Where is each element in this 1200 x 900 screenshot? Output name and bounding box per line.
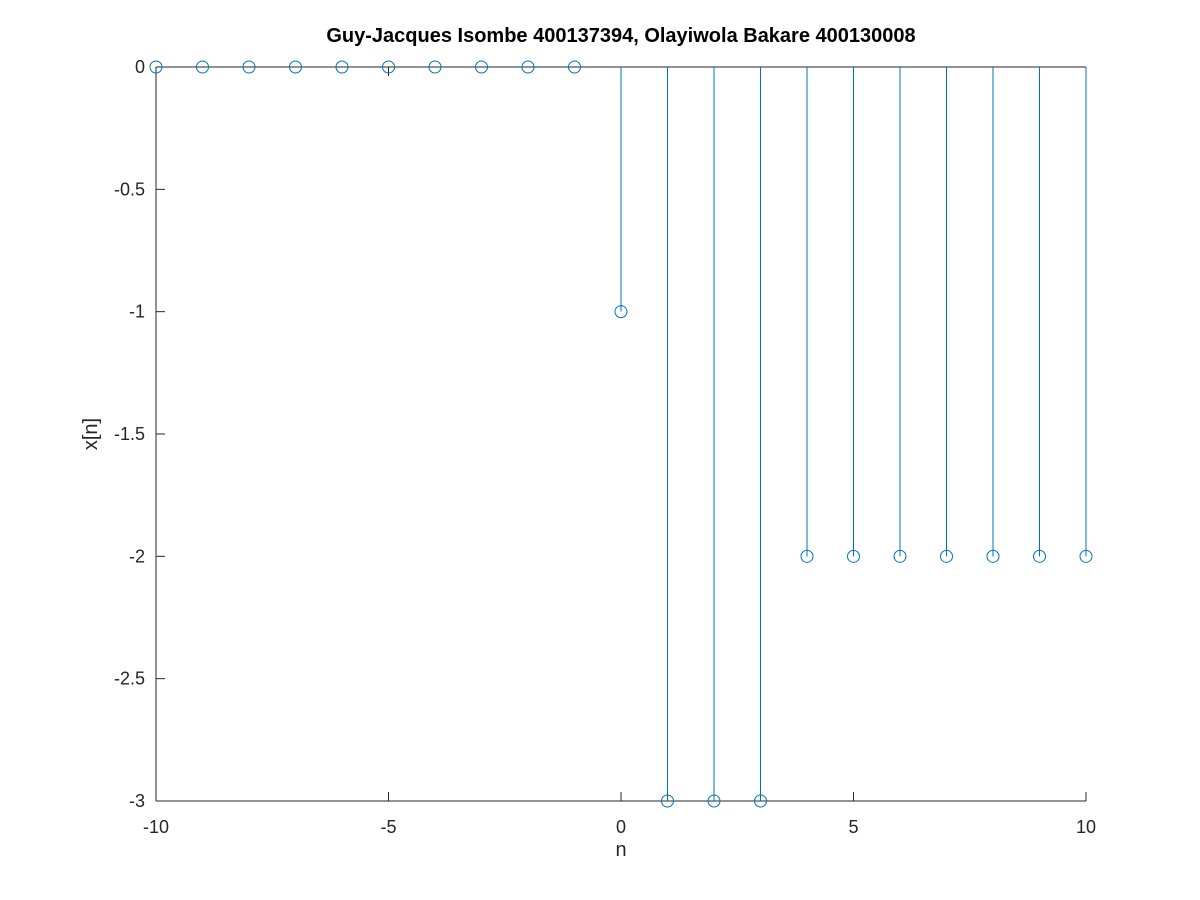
stem-marker	[335, 60, 349, 74]
stem-marker	[242, 60, 256, 74]
stem-marker	[475, 60, 488, 74]
x-tick-label: -10	[143, 817, 169, 837]
stem-marker	[893, 549, 907, 563]
stems	[149, 60, 1093, 808]
y-tick-label: -1	[129, 302, 145, 322]
y-tick-label: 0	[135, 57, 145, 77]
stem-marker	[614, 305, 628, 319]
x-tick-label: 5	[848, 817, 858, 837]
stem-marker	[428, 60, 442, 74]
stem-marker	[940, 549, 953, 563]
stem-marker	[754, 794, 767, 808]
x-ticks: -10 -5 0 5 10	[143, 67, 1096, 837]
y-tick-label: -3	[129, 791, 145, 811]
stem-marker	[800, 549, 814, 563]
y-tick-label: -1.5	[114, 424, 145, 444]
y-tick-label: -2.5	[114, 669, 145, 689]
stem-marker	[1079, 549, 1093, 563]
stem-marker	[847, 549, 860, 563]
stem-marker	[661, 794, 674, 808]
y-tick-label: -0.5	[114, 179, 145, 199]
stem-marker	[382, 60, 395, 74]
stem-marker	[1033, 549, 1046, 563]
stem-marker	[521, 60, 535, 74]
x-tick-label: 0	[616, 817, 626, 837]
x-axis-label: n	[615, 839, 626, 861]
stem-marker	[149, 60, 163, 74]
x-tick-label: 10	[1076, 817, 1096, 837]
stem-marker	[289, 60, 302, 74]
y-axis-label: x[n]	[80, 418, 102, 450]
stem-marker	[196, 60, 209, 74]
stem-marker	[568, 60, 581, 74]
y-tick-label: -2	[129, 546, 145, 566]
stem-marker	[986, 549, 1000, 563]
y-ticks: 0 -0.5 -1 -1.5 -2 -2.5 -3	[114, 57, 165, 811]
x-tick-label: -5	[380, 817, 396, 837]
plot-area: -10 -5 0 5 10 0 -0.5 -1 -1.5 -2 -2.5 -3	[114, 57, 1096, 837]
stem-marker	[707, 794, 721, 808]
chart-title: Guy-Jacques Isombe 400137394, Olayiwola …	[326, 25, 915, 47]
